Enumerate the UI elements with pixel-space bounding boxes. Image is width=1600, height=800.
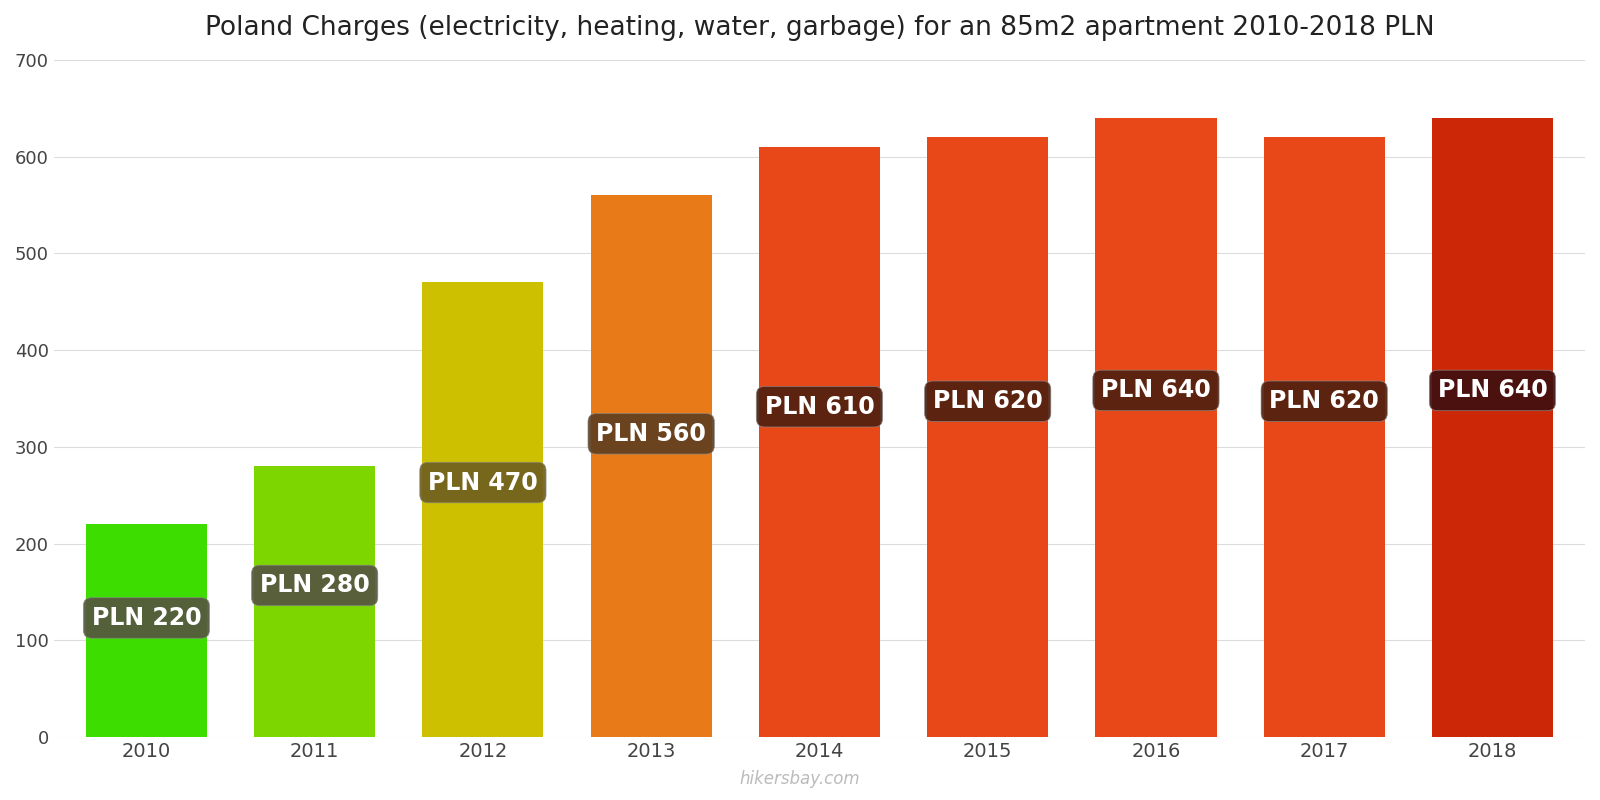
Text: PLN 620: PLN 620 — [1269, 390, 1379, 414]
Text: PLN 610: PLN 610 — [765, 394, 874, 418]
Bar — [590, 195, 712, 737]
Text: hikersbay.com: hikersbay.com — [739, 770, 861, 788]
Bar — [422, 282, 544, 737]
Title: Poland Charges (electricity, heating, water, garbage) for an 85m2 apartment 2010: Poland Charges (electricity, heating, wa… — [205, 15, 1434, 41]
Text: PLN 220: PLN 220 — [91, 606, 202, 630]
Bar — [86, 524, 206, 737]
Text: PLN 470: PLN 470 — [429, 470, 538, 494]
Bar — [758, 147, 880, 737]
Bar — [1432, 118, 1554, 737]
Text: PLN 560: PLN 560 — [597, 422, 706, 446]
Text: PLN 280: PLN 280 — [259, 574, 370, 598]
Bar — [1264, 138, 1384, 737]
Bar — [926, 138, 1048, 737]
Text: PLN 620: PLN 620 — [933, 390, 1043, 414]
Bar — [1096, 118, 1216, 737]
Bar — [254, 466, 376, 737]
Text: PLN 640: PLN 640 — [1437, 378, 1547, 402]
Text: PLN 640: PLN 640 — [1101, 378, 1211, 402]
